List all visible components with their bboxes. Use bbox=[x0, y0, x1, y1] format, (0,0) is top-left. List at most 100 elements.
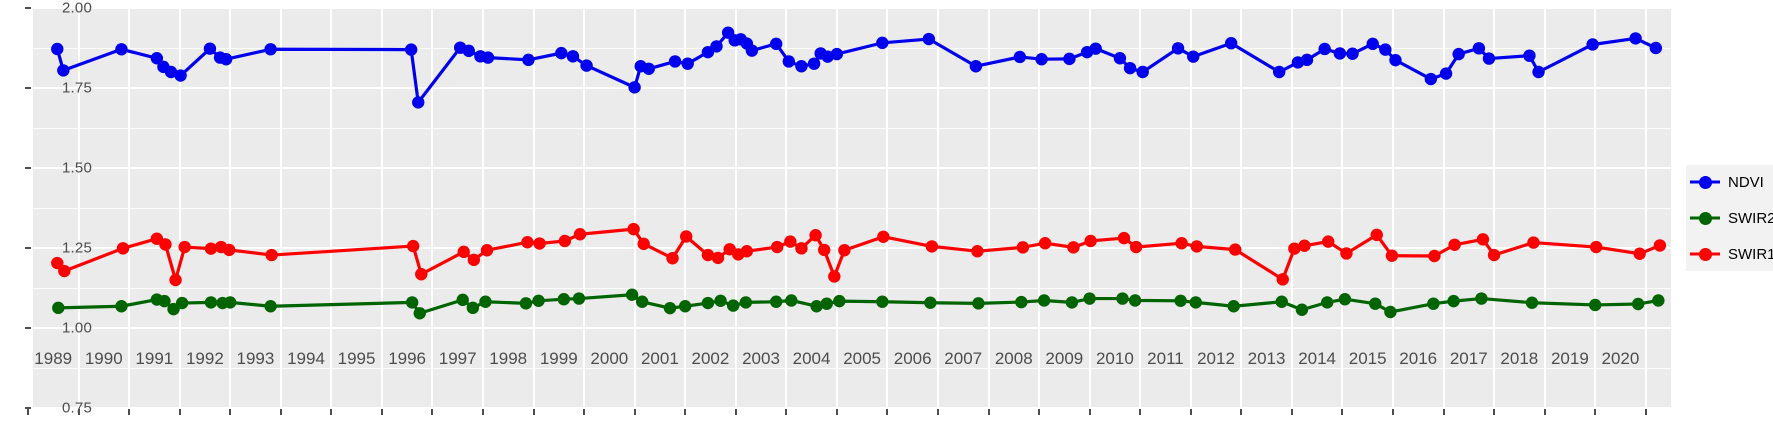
data-point bbox=[158, 294, 171, 308]
data-point bbox=[877, 230, 890, 243]
data-point bbox=[264, 300, 277, 313]
gridline-major-vertical bbox=[1644, 8, 1647, 408]
data-point bbox=[681, 57, 694, 70]
y-axis-tick-label: 1.50 bbox=[62, 159, 92, 177]
data-point bbox=[1067, 241, 1080, 254]
data-point bbox=[1117, 231, 1131, 245]
data-point bbox=[116, 242, 130, 255]
x-axis-tick-mark bbox=[380, 409, 383, 415]
data-point bbox=[1227, 300, 1240, 313]
legend-item-label: NDVI bbox=[1728, 173, 1764, 191]
data-point bbox=[1523, 49, 1536, 62]
data-point bbox=[533, 237, 546, 250]
data-point bbox=[1190, 240, 1203, 253]
series-swir1 bbox=[51, 222, 1667, 287]
gridline-major-vertical bbox=[785, 8, 788, 408]
data-point bbox=[678, 300, 692, 313]
data-point bbox=[1229, 243, 1242, 256]
x-axis-tick-mark bbox=[835, 409, 838, 415]
data-point bbox=[456, 293, 469, 307]
data-point bbox=[726, 299, 740, 312]
data-point bbox=[52, 301, 65, 315]
data-point bbox=[580, 59, 593, 72]
legend-item-ndvi[interactable]: NDVI bbox=[1690, 171, 1773, 193]
data-point bbox=[457, 245, 470, 259]
data-point bbox=[1389, 53, 1402, 67]
data-point bbox=[572, 292, 586, 305]
x-axis-tick-mark bbox=[1644, 409, 1647, 415]
data-point bbox=[1300, 53, 1314, 67]
x-axis-tick-mark bbox=[1290, 409, 1293, 415]
x-axis-tick-mark bbox=[481, 409, 484, 415]
y-axis-tick-label: 1.25 bbox=[62, 239, 92, 257]
data-point bbox=[627, 222, 640, 236]
x-axis-tick-label: 1991 bbox=[135, 349, 174, 368]
x-axis-tick-label: 2014 bbox=[1298, 349, 1337, 368]
data-point bbox=[1589, 240, 1603, 254]
legend-item-swir2[interactable]: SWIR2 bbox=[1690, 207, 1773, 229]
data-point bbox=[51, 42, 64, 56]
data-point bbox=[701, 296, 715, 310]
data-point bbox=[1476, 233, 1490, 246]
data-point bbox=[876, 36, 889, 50]
data-point bbox=[770, 240, 784, 254]
legend-item-swir1[interactable]: SWIR1 bbox=[1690, 243, 1773, 265]
legend: NDVI SWIR2 SWIR1 bbox=[1686, 165, 1773, 271]
data-point bbox=[769, 295, 783, 308]
gridline-major-horizontal bbox=[33, 327, 1671, 329]
data-point bbox=[1424, 72, 1438, 86]
x-axis-tick-mark bbox=[330, 409, 333, 415]
x-axis-tick-label: 1990 bbox=[84, 349, 123, 368]
data-point bbox=[532, 294, 545, 307]
data-point bbox=[1588, 298, 1602, 312]
data-point bbox=[479, 295, 492, 308]
x-axis-tick-mark bbox=[1493, 409, 1496, 415]
x-axis-tick-mark bbox=[26, 409, 29, 415]
gridline-major-vertical bbox=[1139, 8, 1142, 408]
data-point bbox=[1633, 247, 1646, 260]
data-point bbox=[1369, 297, 1382, 310]
data-point bbox=[828, 270, 841, 283]
x-axis-tick-label: 2000 bbox=[590, 349, 629, 368]
data-point bbox=[785, 294, 798, 307]
gridline-major-horizontal bbox=[33, 407, 1671, 409]
gridline-major-vertical bbox=[1038, 8, 1041, 408]
gridline-minor-horizontal bbox=[33, 127, 1671, 129]
data-point bbox=[522, 53, 535, 67]
data-point bbox=[1379, 43, 1392, 56]
data-point bbox=[51, 256, 64, 270]
data-point bbox=[809, 229, 822, 242]
data-point bbox=[782, 55, 796, 68]
data-point bbox=[1586, 38, 1599, 51]
x-axis-tick-mark bbox=[583, 409, 586, 415]
gridline-major-vertical bbox=[936, 8, 939, 408]
data-point bbox=[58, 264, 71, 278]
gridline-minor-horizontal bbox=[33, 47, 1671, 49]
data-point bbox=[167, 302, 180, 316]
data-point bbox=[710, 40, 723, 53]
gridline-major-horizontal bbox=[33, 87, 1671, 89]
data-point bbox=[1487, 248, 1501, 262]
series-swir2 bbox=[52, 288, 1665, 320]
data-point bbox=[1089, 42, 1102, 55]
data-point bbox=[521, 236, 534, 249]
data-point bbox=[1175, 237, 1188, 250]
data-point bbox=[679, 230, 693, 243]
data-point bbox=[635, 295, 649, 308]
data-point bbox=[924, 296, 937, 309]
data-point bbox=[642, 62, 655, 75]
data-point bbox=[795, 242, 808, 255]
y-axis-tick-mark bbox=[25, 167, 31, 169]
data-point bbox=[1385, 249, 1399, 262]
data-point bbox=[625, 288, 639, 301]
data-point bbox=[1384, 305, 1397, 319]
legend-point-swatch bbox=[1698, 175, 1712, 189]
gridline-major-vertical bbox=[1594, 8, 1597, 408]
data-point bbox=[795, 60, 808, 73]
data-point bbox=[1116, 292, 1129, 305]
data-point bbox=[1338, 293, 1352, 306]
data-point bbox=[739, 296, 753, 309]
data-point bbox=[637, 237, 650, 251]
legend-key-icon bbox=[1690, 243, 1720, 265]
x-axis-tick-mark bbox=[1189, 409, 1192, 415]
